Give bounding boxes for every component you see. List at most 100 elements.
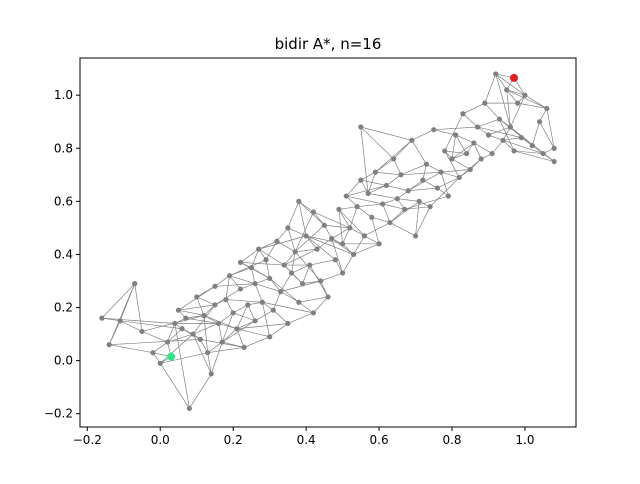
graph-edge (240, 262, 285, 266)
graph-node (296, 198, 302, 204)
graph-edge (371, 216, 391, 223)
graph-edge (134, 283, 143, 332)
graph-edge (506, 89, 518, 104)
graph-edge (429, 177, 460, 207)
graph-node (394, 196, 400, 202)
graph-node (445, 193, 451, 199)
graph-node (281, 262, 287, 268)
graph-edge (280, 280, 321, 292)
graph-node (467, 166, 473, 173)
graph-node (343, 193, 349, 199)
graph-edge (291, 251, 296, 274)
graph-edge (451, 158, 471, 170)
graph-edge (513, 150, 544, 154)
graph-edge (159, 363, 190, 409)
x-tick-label: −0.2 (73, 433, 102, 447)
y-tick-label: 1.0 (54, 88, 73, 102)
graph-edge (364, 235, 380, 245)
graph-node (438, 169, 444, 175)
graph-node (372, 169, 379, 175)
graph-node (361, 233, 368, 239)
graph-node (332, 257, 338, 263)
endpoints-layer (167, 73, 518, 361)
graph-node (219, 339, 225, 345)
graph-node (496, 116, 503, 122)
graph-edge (506, 89, 526, 96)
graph-edge (287, 312, 314, 324)
y-tick-label: −0.2 (44, 407, 73, 421)
graph-node (358, 177, 364, 183)
graph-node (383, 182, 389, 189)
graph-edge (240, 262, 270, 279)
graph-node (511, 148, 517, 154)
graph-edge (451, 142, 475, 160)
graph-edge (269, 278, 281, 292)
y-tick-label: 0.6 (54, 194, 73, 208)
graph-edge (287, 227, 296, 252)
graph-node (434, 185, 441, 191)
graph-edge (499, 118, 515, 152)
graph-node (354, 204, 360, 210)
graph-edge (298, 301, 314, 314)
graph-edge (254, 283, 263, 303)
graph-edge (298, 201, 314, 213)
graph-node (267, 334, 273, 340)
graph-edge (258, 248, 285, 266)
graph-node (237, 286, 244, 292)
graph-edge (375, 140, 413, 173)
graph-node (401, 206, 408, 212)
graph-edge (284, 248, 318, 266)
graph-node (540, 150, 546, 157)
graph-edge (254, 283, 281, 292)
graph-edge (160, 352, 208, 364)
graph-edge (313, 296, 329, 314)
graph-edge (251, 267, 256, 284)
graph-edge (265, 259, 270, 279)
graph-edge (207, 341, 223, 353)
graph-edge (258, 240, 278, 250)
graph-node (226, 273, 233, 279)
graph-edge (258, 235, 307, 250)
graph-edge (152, 341, 168, 353)
graph-node (263, 257, 269, 263)
graph-node (416, 198, 422, 204)
graph-node (292, 249, 298, 255)
graph-edge (539, 121, 555, 149)
graph-edge (101, 283, 135, 319)
graph-edge (109, 339, 201, 346)
graph-node (205, 350, 211, 356)
graph-edge (368, 193, 398, 200)
graph-edge (189, 373, 212, 409)
graph-edge (393, 140, 413, 160)
graph-edge (225, 275, 230, 300)
graph-node (256, 246, 262, 252)
graph-edge (309, 259, 336, 266)
graph-node (223, 296, 229, 303)
graph-node (489, 150, 495, 157)
graph-edge (331, 238, 354, 255)
graph-node (99, 315, 105, 321)
graph-edge (444, 150, 467, 154)
graph-edge (444, 150, 460, 178)
graph-edge (382, 203, 391, 223)
graph-edge (473, 142, 482, 160)
x-tick-label: 0.2 (224, 433, 243, 447)
graph-edge (338, 209, 343, 244)
graph-edge (503, 137, 522, 141)
graph-node (442, 148, 448, 154)
graph-edge (192, 333, 212, 375)
graph-edge (251, 249, 260, 268)
graph-edge (254, 309, 274, 322)
graph-node (318, 278, 324, 284)
graph-edge (386, 174, 402, 186)
graph-edge (440, 171, 460, 178)
graph-edge (455, 134, 475, 144)
graph-edge (276, 227, 289, 242)
graph-edge (306, 235, 343, 245)
graph-node (190, 331, 196, 337)
graph-edge (101, 317, 175, 324)
graph-edge (229, 259, 267, 277)
graph-edge (353, 235, 365, 255)
graph-edge (364, 222, 391, 237)
